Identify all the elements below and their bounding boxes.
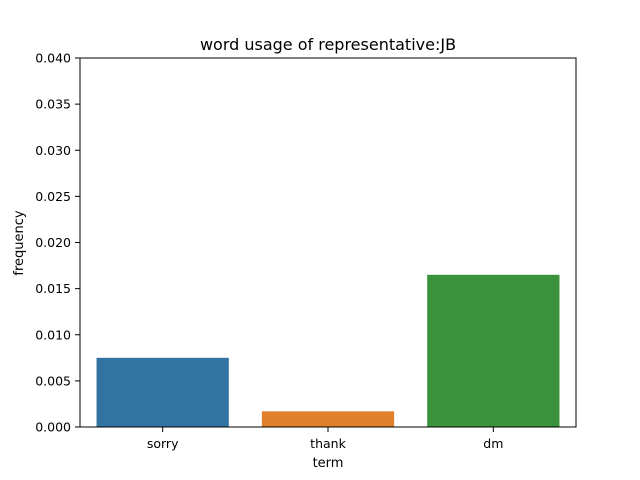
y-tick-label: 0.040 [35,51,71,66]
x-tick-label: dm [483,436,503,451]
y-tick-label: 0.010 [35,327,71,342]
plot-area: sorry thank dm 0.000 0.005 0.010 0.015 0.020 0.0… [35,51,577,451]
bar-sorry [96,357,229,427]
y-tick-label: 0.005 [35,373,71,388]
y-axis-label: frequency [12,210,27,276]
y-tick-label: 0.015 [35,281,71,296]
y-tick-label: 0.025 [35,189,71,204]
y-tick-label: 0.000 [35,420,71,435]
x-axis-label: term [313,456,344,471]
x-tick-label: thank [310,436,346,451]
y-tick-label: 0.035 [35,97,71,112]
y-tick-label: 0.020 [35,235,71,250]
axes-frame [79,57,577,428]
x-tick-label: sorry [147,436,179,451]
y-tick-label: 0.030 [35,143,71,158]
chart-title: word usage of representative:JB [200,35,456,54]
bar-thank [261,411,395,427]
bar-dm [427,274,560,427]
